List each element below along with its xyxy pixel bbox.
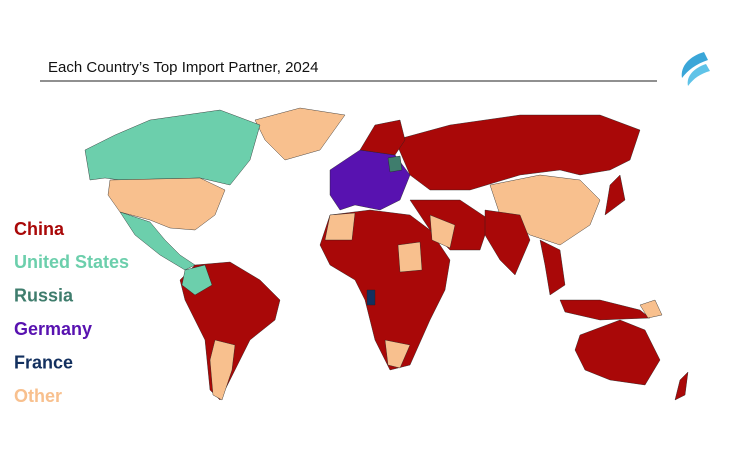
logo-swoosh	[687, 64, 710, 86]
country	[539, 239, 566, 296]
country	[674, 371, 689, 401]
logo	[681, 52, 710, 86]
country	[604, 174, 626, 216]
country	[209, 339, 236, 401]
country	[387, 155, 403, 173]
legend-label: China	[14, 219, 65, 239]
country	[429, 214, 456, 249]
legend-label: Russia	[14, 286, 74, 306]
country	[574, 319, 661, 386]
legend-label: Germany	[14, 319, 92, 339]
logo-swoosh	[681, 52, 708, 78]
country	[84, 109, 261, 186]
country	[179, 261, 281, 401]
country	[107, 177, 226, 231]
legend-label: United States	[14, 252, 129, 272]
country	[254, 107, 346, 161]
country	[324, 212, 356, 241]
legend-label: Other	[14, 386, 62, 406]
country	[484, 209, 531, 276]
world-map	[84, 107, 689, 401]
country	[384, 339, 411, 369]
legend: China United States Russia Germany France Oth…	[14, 219, 129, 406]
title: Each Country’s Top Import Partner, 2024	[48, 59, 318, 76]
country	[639, 299, 663, 319]
country	[181, 264, 213, 296]
country	[559, 299, 651, 321]
country	[394, 114, 641, 191]
country	[359, 119, 406, 156]
country	[397, 241, 423, 273]
country	[366, 289, 376, 306]
legend-label: France	[14, 352, 73, 372]
